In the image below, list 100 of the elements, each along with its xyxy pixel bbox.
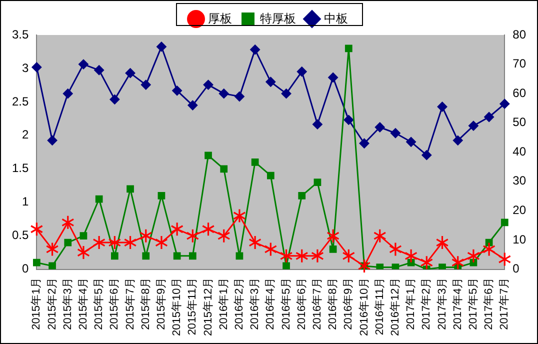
- x-tick-label: 2015年4月: [78, 277, 90, 330]
- point: [64, 238, 72, 246]
- legend-label: 中板: [324, 11, 348, 26]
- x-tick-label: 2016年7月: [311, 277, 324, 330]
- y2-tick-label: 60: [512, 86, 526, 100]
- x-tick-label: 2016年11月: [374, 277, 386, 336]
- y-tick-label: 1.5: [12, 161, 29, 176]
- point: [344, 44, 352, 52]
- point: [95, 195, 103, 203]
- x-tick-label: 2016年6月: [296, 277, 308, 330]
- point: [500, 218, 508, 226]
- point: [188, 100, 198, 110]
- point: [422, 150, 432, 160]
- point: [142, 252, 150, 260]
- x-tick-label: 2015年6月: [108, 277, 121, 330]
- point: [80, 232, 88, 240]
- point: [173, 252, 181, 260]
- point: [374, 122, 385, 132]
- y-tick-label: 2.5: [12, 94, 29, 108]
- point: [406, 136, 416, 147]
- x-tick-label: 2016年2月: [234, 277, 246, 330]
- point: [94, 65, 104, 76]
- point: [467, 249, 480, 262]
- x-tick-label: 2015年7月: [124, 277, 136, 330]
- x-tick-label: 2016年10月: [358, 277, 370, 336]
- point: [468, 120, 478, 131]
- point: [437, 102, 448, 112]
- point: [172, 86, 182, 96]
- y2-tick-label: 20: [512, 203, 526, 218]
- x-tick-label: 2017年2月: [420, 277, 433, 330]
- point: [266, 172, 274, 180]
- point: [32, 62, 42, 72]
- point: [204, 152, 212, 160]
- point: [312, 119, 322, 130]
- x-tick-label: 2017年6月: [483, 277, 496, 330]
- point: [484, 112, 494, 122]
- x-tick-label: 2016年9月: [342, 277, 355, 330]
- point: [311, 249, 324, 262]
- point: [266, 76, 276, 87]
- point: [390, 128, 400, 138]
- point: [392, 264, 400, 270]
- y-tick-label: 3: [22, 60, 29, 75]
- point: [250, 44, 260, 55]
- point: [125, 68, 136, 78]
- point: [156, 42, 166, 52]
- point: [500, 98, 510, 109]
- point: [328, 72, 338, 82]
- x-tick-label: 2017年7月: [498, 277, 511, 330]
- point: [358, 259, 370, 272]
- point: [218, 88, 229, 99]
- x-tick-label: 2017年1月: [405, 277, 418, 330]
- y-tick-label: 2: [22, 128, 29, 142]
- point: [110, 252, 118, 260]
- point: [48, 262, 56, 270]
- x-tick-label: 2015年10月: [171, 277, 184, 336]
- point: [281, 88, 292, 99]
- x-tick-label: 2016年3月: [249, 277, 262, 330]
- y-tick-label: 0: [22, 262, 29, 276]
- x-tick-label: 2017年4月: [452, 277, 464, 330]
- point: [376, 264, 384, 270]
- point: [236, 252, 244, 260]
- y2-tick-label: 80: [512, 27, 526, 42]
- point: [110, 94, 120, 104]
- x-tick-label: 2015年11月: [186, 277, 199, 336]
- point: [438, 264, 446, 270]
- legend-label: 厚板: [208, 11, 232, 26]
- y2-tick-label: 0: [512, 262, 520, 276]
- x-tick-label: 2016年5月: [280, 277, 292, 330]
- point: [78, 59, 88, 70]
- point: [298, 192, 306, 200]
- y-tick-label: 0.5: [12, 228, 29, 242]
- y2-tick-label: 30: [512, 174, 526, 188]
- point: [188, 252, 196, 260]
- x-tick-label: 2016年1月: [218, 277, 230, 330]
- point: [62, 88, 73, 99]
- point: [33, 258, 40, 266]
- point: [47, 135, 58, 146]
- point: [126, 185, 134, 193]
- x-tick-label: 2016年4月: [264, 277, 277, 330]
- point: [389, 242, 402, 256]
- point: [452, 135, 463, 146]
- x-tick-label: 2016年8月: [327, 277, 340, 330]
- point: [359, 138, 370, 148]
- y-tick-label: 3.5: [12, 27, 29, 42]
- legend-label: 特厚板: [260, 11, 296, 26]
- point: [220, 165, 228, 173]
- point: [251, 158, 259, 166]
- x-tick-label: 2015年9月: [156, 277, 168, 330]
- point: [140, 80, 151, 90]
- point: [234, 92, 244, 102]
- x-tick-label: 2015年12月: [202, 277, 214, 336]
- y2-tick-label: 40: [512, 144, 526, 158]
- x-tick-label: 2017年5月: [467, 277, 480, 330]
- point: [420, 256, 433, 270]
- point: [203, 80, 214, 90]
- x-tick-label: 2015年5月: [93, 277, 106, 330]
- y2-tick-label: 10: [512, 232, 526, 246]
- point: [344, 114, 354, 125]
- point: [296, 66, 307, 77]
- x-tick-label: 2015年3月: [62, 277, 74, 330]
